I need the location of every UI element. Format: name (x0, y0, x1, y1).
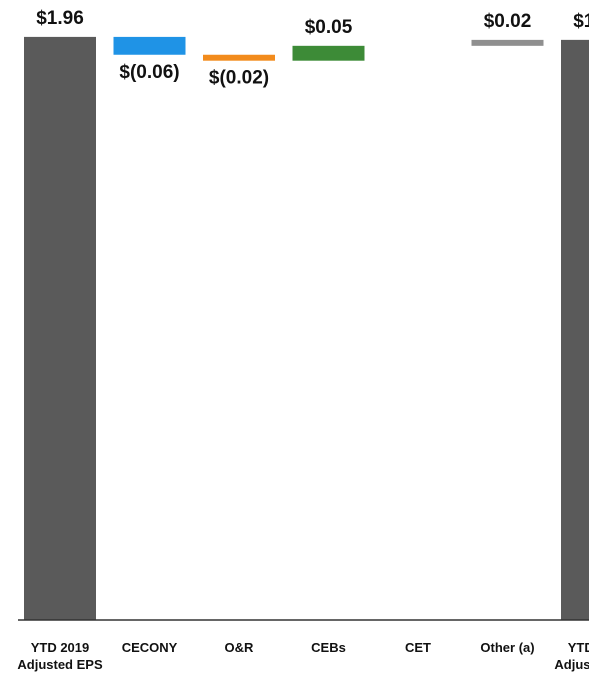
value-label: $(0.06) (119, 62, 179, 83)
value-label: $0.02 (484, 11, 532, 32)
x-tick-label: CEBs (311, 640, 346, 655)
bar (24, 36, 96, 620)
bar (203, 54, 275, 61)
x-tick-label: YTD 2020 Adjusted EPS (554, 640, 589, 672)
x-tick-label: CECONY (121, 640, 178, 655)
value-label: $1.95 (573, 11, 589, 32)
bar (471, 39, 544, 46)
value-label: $0.05 (305, 17, 353, 38)
bar (113, 36, 186, 55)
value-label: $(0.02) (209, 68, 269, 89)
x-tick-label: CET (405, 640, 431, 655)
x-tick-label: YTD 2019 Adjusted EPS (17, 640, 103, 672)
bar (561, 39, 589, 620)
x-tick-label: O&R (224, 640, 254, 655)
bar (292, 45, 365, 61)
x-tick-label: Other (a) (480, 640, 535, 655)
value-label: $1.96 (36, 8, 84, 29)
